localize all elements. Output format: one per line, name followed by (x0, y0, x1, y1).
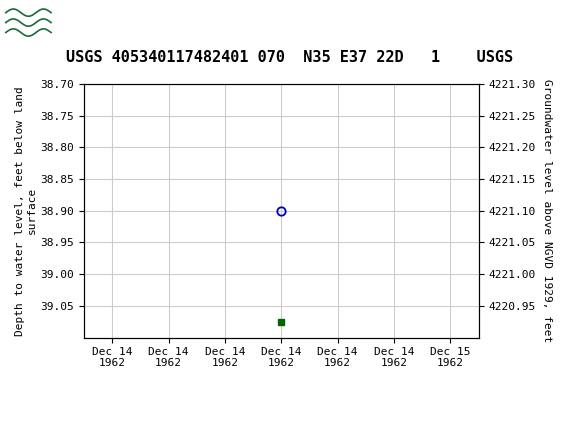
Y-axis label: Depth to water level, feet below land
surface: Depth to water level, feet below land su… (15, 86, 37, 335)
Bar (5, 3, 54, 42)
Text: USGS: USGS (58, 13, 118, 32)
Y-axis label: Groundwater level above NGVD 1929, feet: Groundwater level above NGVD 1929, feet (542, 79, 552, 342)
Text: USGS 405340117482401 070  N35 E37 22D   1    USGS: USGS 405340117482401 070 N35 E37 22D 1 U… (67, 49, 513, 64)
